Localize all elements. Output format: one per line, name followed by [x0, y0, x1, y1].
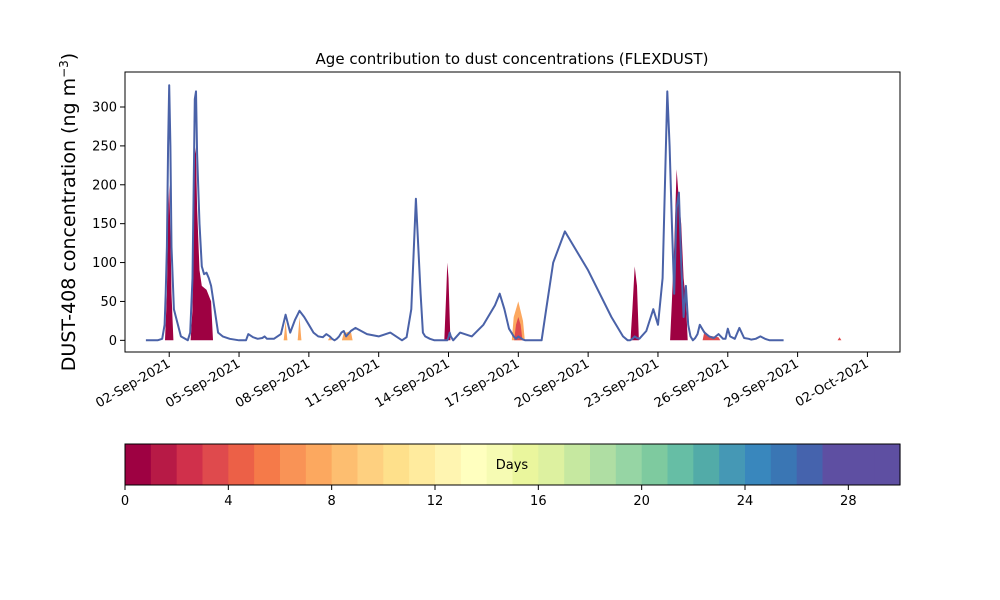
colorbar-bin	[176, 444, 204, 485]
x-tick-label: 23-Sep-2021	[582, 356, 662, 411]
colorbar-label: Days	[496, 458, 529, 473]
colorbar-bin	[150, 444, 178, 485]
y-tick-label: 0	[109, 334, 117, 349]
colorbar-bin	[305, 444, 333, 485]
colorbar-bin	[874, 444, 901, 485]
y-axis-label: DUST-408 concentration (ng m−3)	[57, 53, 80, 371]
chart-title: Age contribution to dust concentrations …	[316, 50, 709, 68]
age-layer-6-11	[327, 337, 332, 341]
total-concentration-line	[145, 84, 784, 342]
colorbar-bin	[125, 444, 152, 485]
colorbar-bin	[848, 444, 875, 485]
colorbar-bin	[409, 444, 436, 485]
age-layer-2-5	[837, 337, 842, 341]
colorbar-tick-label: 28	[840, 494, 857, 509]
x-tick-label: 11-Sep-2021	[303, 356, 383, 411]
age-layer-0-2	[190, 145, 213, 341]
y-tick-label: 100	[92, 256, 117, 271]
colorbar-tick-label: 20	[633, 494, 650, 509]
colorbar-bin	[280, 444, 307, 485]
age-layer-6-11	[297, 317, 302, 341]
colorbar-bin	[693, 444, 720, 485]
x-tick-label: 20-Sep-2021	[512, 356, 592, 411]
colorbar-tick-label: 16	[530, 494, 547, 509]
colorbar-bin	[512, 444, 539, 485]
x-tick-label: 14-Sep-2021	[373, 356, 453, 411]
plot-area: 0 50 100 150 200 250 300 02-Sep-202105-Sep-202…	[92, 71, 901, 411]
colorbar-bin	[202, 444, 229, 485]
x-tick-label: 02-Sep-2021	[93, 356, 173, 411]
colorbar-bin	[357, 444, 384, 485]
colorbar-bin	[667, 444, 694, 485]
age-layer-2-5	[702, 331, 721, 341]
age-layer-6-11	[283, 320, 288, 341]
x-tick-label: 05-Sep-2021	[163, 356, 243, 411]
colorbar-bin	[719, 444, 746, 485]
colorbar-bin	[460, 444, 488, 485]
colorbar-bin	[770, 444, 798, 485]
colorbar-bin	[228, 444, 255, 485]
x-axis: 02-Sep-202105-Sep-202108-Sep-202111-Sep-…	[93, 352, 871, 411]
colorbar-bin	[745, 444, 772, 485]
x-tick-label: 26-Sep-2021	[652, 356, 732, 411]
colorbar-bin	[331, 444, 359, 485]
colorbar-bin	[383, 444, 410, 485]
y-tick-label: 200	[92, 178, 117, 193]
colorbar-bin	[590, 444, 617, 485]
colorbar-bin	[254, 444, 281, 485]
y-axis-label-close: )	[58, 53, 80, 60]
plot-border	[124, 71, 901, 353]
x-tick-label: 02-Oct-2021	[793, 356, 871, 410]
colorbar-bin	[486, 444, 514, 485]
y-tick-label: 250	[92, 139, 117, 154]
colorbar-bin	[538, 444, 565, 485]
age-colorbar: Days 0 4 8 12 16 20 24 28	[121, 443, 901, 509]
y-tick-label: 50	[100, 295, 117, 310]
colorbar-bin	[564, 444, 591, 485]
y-axis: 0 50 100 150 200 250 300	[92, 101, 125, 349]
age-layer-0-2	[444, 262, 451, 341]
colorbar-tick-label: 12	[427, 494, 444, 509]
colorbar-tick-label: 4	[224, 494, 232, 509]
colorbar-ticks: 0 4 8 12 16 20 24 28	[121, 485, 857, 509]
y-axis-label-exponent: −3	[57, 60, 71, 78]
colorbar-bin	[822, 444, 849, 485]
x-tick-label: 08-Sep-2021	[233, 356, 313, 411]
y-axis-label-main: DUST-408 concentration (ng m	[58, 78, 80, 371]
data-layers	[145, 84, 842, 342]
colorbar-bins	[125, 444, 901, 485]
colorbar-bin	[796, 444, 824, 485]
age-layer-2-5	[514, 317, 523, 341]
colorbar-border	[124, 443, 901, 486]
age-layer-0-2	[165, 184, 174, 341]
plot-frame	[125, 72, 900, 352]
y-tick-label: 300	[92, 101, 117, 116]
colorbar-bin	[615, 444, 643, 485]
x-tick-label: 17-Sep-2021	[442, 356, 522, 411]
colorbar-tick-label: 0	[121, 494, 129, 509]
colorbar-tick-label: 24	[737, 494, 754, 509]
y-tick-label: 150	[92, 217, 117, 232]
x-tick-label: 29-Sep-2021	[722, 356, 802, 411]
colorbar-bin	[435, 444, 462, 485]
colorbar-tick-label: 8	[328, 494, 336, 509]
colorbar-bin	[641, 444, 669, 485]
age-layer-0-2	[630, 266, 639, 341]
